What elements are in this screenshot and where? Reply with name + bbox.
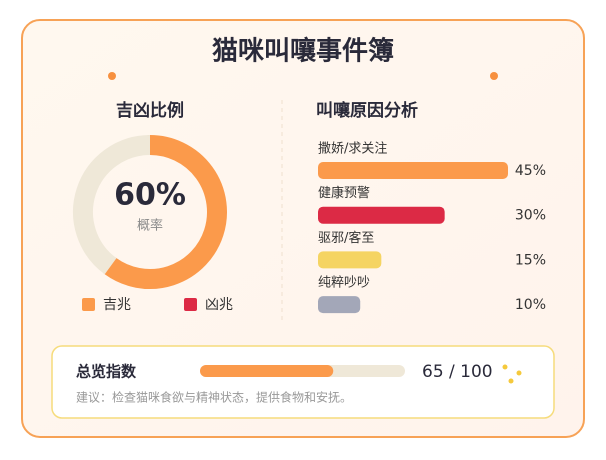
card	[21, 19, 585, 438]
bar-label: 健康预警	[318, 185, 370, 201]
card-title: 猫咪叫嚷事件簿	[212, 36, 394, 67]
decor-dot	[502, 364, 508, 370]
decor-dot	[516, 370, 522, 376]
center-value: 60%	[114, 178, 186, 213]
progress-value: 65 / 100	[422, 362, 493, 382]
section-title: 吉凶比例	[116, 100, 184, 121]
legend-label: 凶兆	[205, 297, 233, 313]
summary-box	[51, 345, 555, 419]
center-label: 概率	[137, 218, 163, 234]
donut-arc	[73, 135, 151, 275]
bar-label: 驱邪/客至	[318, 230, 374, 246]
legend-label: 吉兆	[103, 297, 131, 313]
bar-label: 纯粹吵吵	[318, 275, 370, 291]
bar	[318, 162, 508, 179]
progress-fill	[200, 365, 334, 377]
bar-value: 30%	[515, 208, 546, 224]
bar-value: 15%	[515, 252, 546, 268]
rule-dot	[108, 72, 116, 80]
bar-value: 45%	[515, 163, 546, 179]
legend-swatch	[184, 298, 197, 311]
bar-label: 撒娇/求关注	[318, 141, 387, 157]
donut-arc	[100, 135, 227, 289]
bar-value: 10%	[515, 297, 546, 313]
summary-note: 建议：检查猫咪食欲与精神状态，提供食物和安抚。	[76, 390, 352, 405]
decor-dot	[508, 378, 514, 384]
rule-dot	[490, 72, 498, 80]
summary-title: 总览指数	[76, 363, 137, 381]
bar	[318, 296, 361, 314]
bar	[318, 251, 382, 269]
section-title: 叫嚷原因分析	[316, 100, 418, 121]
bar	[318, 206, 445, 224]
legend-swatch	[82, 298, 95, 311]
